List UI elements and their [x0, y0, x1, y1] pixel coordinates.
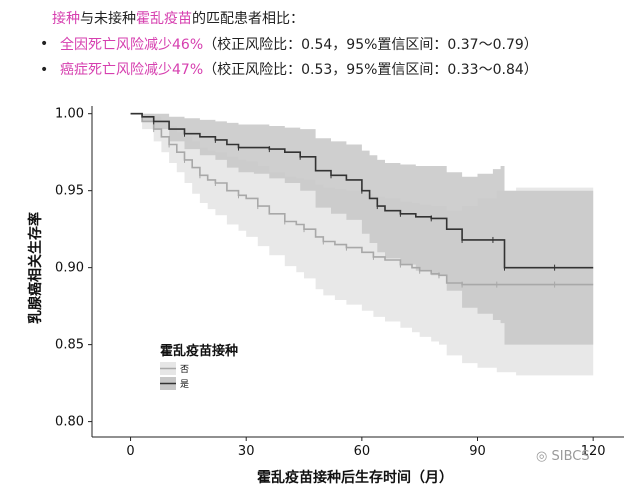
- watermark-text: SIBCS: [551, 449, 590, 464]
- confidence-bands: [130, 113, 594, 376]
- curve-no: [130, 112, 594, 286]
- legend: 霍乱疫苗接种 否 是: [160, 343, 238, 390]
- header-vaccinated-term: 接种: [52, 11, 80, 27]
- x-tick-label: 120: [581, 444, 606, 459]
- watermark: ◎ SIBCS: [536, 449, 590, 464]
- ci-band-yes: [130, 113, 594, 345]
- y-tick-label: 0.80: [55, 415, 84, 430]
- header-line: 接种与未接种霍乱疫苗的匹配患者相比：: [52, 10, 304, 28]
- legend-label-yes: 是: [180, 379, 189, 390]
- y-axis-label: 乳腺癌相关生存率: [27, 212, 44, 324]
- bullet-dot-1: •: [40, 36, 49, 52]
- y-tick-label: 1.00: [55, 107, 84, 122]
- axis-ticks: 0 30 60 90 120 0.80 0.85 0.90 0.95 1.00: [55, 107, 606, 459]
- bullet-dot-2: •: [40, 62, 49, 78]
- bullet-1-detail: （校正风险比：0.54，95%置信区间：0.37～0.79）: [203, 37, 538, 53]
- header-text-end: 的匹配患者相比：: [192, 11, 304, 27]
- y-tick-label: 0.90: [55, 261, 84, 276]
- x-tick-label: 90: [469, 444, 486, 459]
- bullet-2: 癌症死亡风险减少47%（校正风险比：0.53，95%置信区间：0.33～0.84…: [60, 61, 538, 79]
- bullet-1-highlight: 全因死亡风险减少46%: [60, 37, 204, 53]
- bullet-2-detail: （校正风险比：0.53，95%置信区间：0.33～0.84）: [203, 62, 538, 78]
- curve-yes: [130, 112, 594, 269]
- x-tick-label: 0: [126, 444, 134, 459]
- bullet-2-highlight: 癌症死亡风险减少47%: [60, 62, 204, 78]
- y-tick-label: 0.85: [55, 338, 84, 353]
- survival-curves: [130, 112, 594, 288]
- legend-title: 霍乱疫苗接种: [160, 343, 238, 359]
- y-tick-label: 0.95: [55, 184, 84, 199]
- legend-label-no: 否: [180, 364, 189, 375]
- header-text: 与未接种: [80, 11, 136, 27]
- x-tick-label: 30: [238, 444, 255, 459]
- x-axis-label: 霍乱疫苗接种后生存时间（月）: [257, 469, 453, 486]
- x-tick-label: 60: [354, 444, 371, 459]
- header-vaccine-term: 霍乱疫苗: [136, 11, 192, 27]
- bullet-1: 全因死亡风险减少46%（校正风险比：0.54，95%置信区间：0.37～0.79…: [60, 36, 538, 54]
